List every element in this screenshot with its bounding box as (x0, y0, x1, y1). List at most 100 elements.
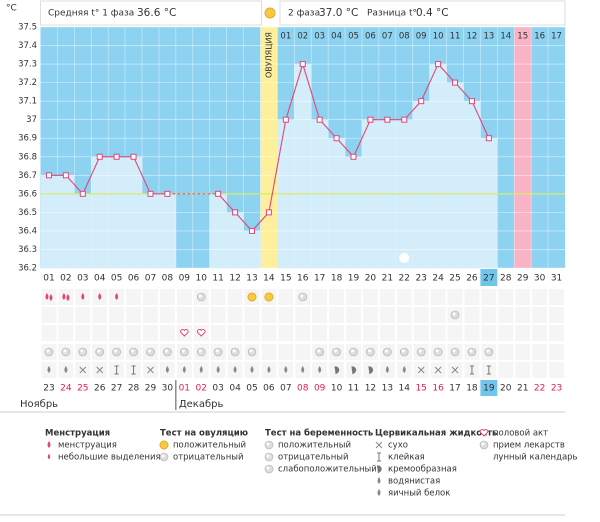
point (113, 153, 120, 160)
date-label: 15 (415, 384, 426, 394)
gray-icon-shine (114, 349, 118, 353)
header-box (40, 0, 262, 26)
point (282, 116, 289, 123)
cell (261, 307, 277, 323)
cell (413, 307, 429, 323)
x-tick-label: 22 (399, 274, 410, 284)
cell (532, 289, 548, 305)
cell (464, 289, 480, 305)
header-box (279, 0, 566, 26)
date-label: 03 (212, 384, 223, 394)
cell (498, 307, 514, 323)
x-tick-label: 27 (483, 274, 494, 284)
drop-icon (301, 366, 305, 373)
cell (346, 307, 361, 323)
date-label: 06 (263, 384, 275, 394)
gray-icon-shine (469, 349, 473, 353)
x-tick-label: 28 (500, 274, 512, 284)
point (147, 190, 154, 197)
diff-label: Разница t° (367, 9, 417, 19)
point (384, 116, 391, 123)
cell (379, 325, 395, 341)
top-label: 09 (416, 32, 427, 42)
cell (515, 344, 531, 360)
legend-item: отрицательный (173, 453, 243, 463)
cell (549, 362, 564, 378)
cell (498, 325, 514, 341)
x-tick-label: 12 (229, 274, 240, 284)
cross-icon (96, 366, 104, 374)
drop-icon (98, 293, 102, 300)
cross-icon (375, 441, 383, 449)
point (215, 190, 222, 197)
top-label: 14 (500, 32, 511, 42)
cell (379, 307, 395, 323)
top-label: 08 (399, 32, 410, 42)
cross-icon (147, 366, 154, 374)
x-tick-label: 08 (162, 274, 174, 284)
cell (278, 325, 294, 341)
date-label: 19 (483, 384, 495, 394)
cell (396, 289, 412, 305)
legend-item: положительный (278, 441, 351, 451)
top-label: 10 (433, 32, 444, 42)
cell (210, 307, 226, 323)
point (96, 153, 103, 160)
x-tick-label: 09 (179, 274, 191, 284)
cell (278, 344, 294, 360)
phase2-value: 37.0 °C (319, 7, 358, 19)
legend-item: клейкая (388, 453, 425, 463)
gray-icon-shine (266, 454, 270, 458)
cell (159, 307, 175, 323)
diff-value: 0.4 °C (416, 7, 449, 19)
x-tick-label: 10 (196, 274, 208, 284)
cell (210, 289, 226, 305)
cell (159, 325, 175, 341)
gray-icon-shine (351, 349, 355, 353)
gray-icon-shine (198, 349, 202, 353)
x-tick-label: 15 (280, 274, 291, 284)
top-label: 05 (348, 32, 359, 42)
x-tick-label: 18 (331, 274, 343, 284)
cell (549, 344, 564, 360)
top-label: 13 (483, 32, 494, 42)
bar (327, 137, 346, 269)
ovulation-label: ОВУЛЯЦИЯ (264, 32, 273, 78)
cell (126, 325, 142, 341)
date-label: 08 (297, 384, 309, 394)
cell (515, 289, 531, 305)
point (468, 98, 475, 105)
cell (532, 307, 548, 323)
sticky-icon (377, 452, 381, 462)
gray-icon-shine (164, 349, 168, 353)
legend-item: сухо (388, 441, 408, 451)
legend-item: слабоположительный (278, 465, 377, 475)
point (164, 190, 171, 197)
y-unit: °C (6, 4, 17, 14)
cell (532, 325, 548, 341)
cell (312, 307, 328, 323)
top-label: 06 (365, 32, 376, 42)
date-label: 11 (348, 384, 359, 394)
point (333, 135, 340, 142)
y-tick-label: 36.4 (18, 226, 37, 236)
phase1-label: Средняя t° 1 фаза (48, 9, 134, 19)
date-label: 21 (517, 384, 528, 394)
legend-item: прием лекарств (493, 441, 565, 451)
gray-icon-shine (181, 349, 185, 353)
gray-icon-shine (63, 349, 67, 353)
today-marker (480, 269, 498, 286)
sticky-icon (131, 365, 136, 375)
cell (413, 325, 429, 341)
gray-icon-shine (97, 349, 101, 353)
top-label: 11 (450, 32, 461, 42)
cell (362, 307, 378, 323)
cell (295, 307, 311, 323)
point (62, 172, 69, 179)
sticky-icon (469, 365, 474, 375)
gray-icon-shine (401, 349, 405, 353)
date-label: 09 (314, 384, 326, 394)
cell (92, 325, 108, 341)
heart-icon (479, 429, 489, 437)
legend-item: лунный календарь (493, 453, 578, 463)
